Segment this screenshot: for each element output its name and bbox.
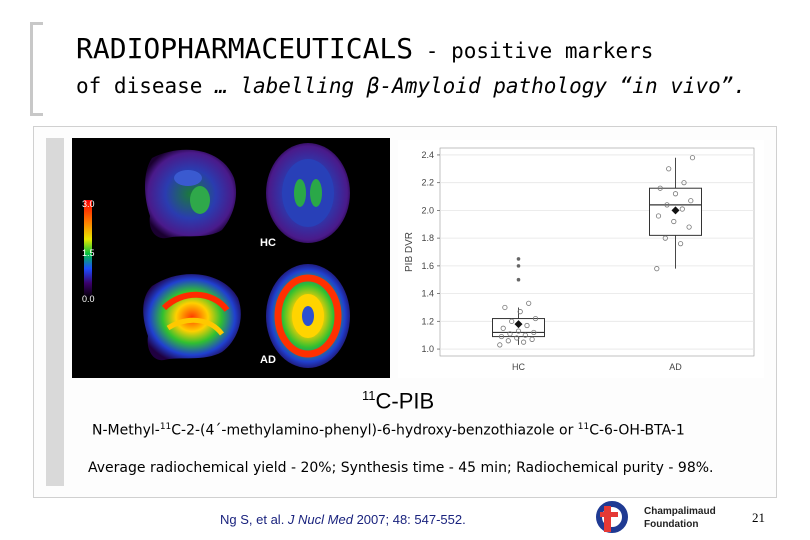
data-point xyxy=(654,266,660,272)
row-label-hc: HC xyxy=(260,237,276,249)
data-point xyxy=(671,218,677,225)
data-point xyxy=(505,338,511,344)
y-tick-label: 2.0 xyxy=(421,205,434,215)
row-label-ad: AD xyxy=(260,354,276,366)
data-point xyxy=(498,333,505,340)
ref-journal: J Nucl Med xyxy=(287,512,353,527)
data-point xyxy=(532,315,539,322)
data-point xyxy=(502,304,508,311)
data-point xyxy=(677,241,684,247)
data-point xyxy=(524,322,530,329)
y-tick-label: 1.6 xyxy=(421,261,434,271)
ad-sagittal-scan xyxy=(143,274,241,361)
y-tick-label: 1.2 xyxy=(421,316,434,326)
pib-dvr-chart: 1.0 1.2 1.4 1.6 1.8 2.0 2.2 2.4 PIB DVR HC AD xyxy=(398,140,764,378)
data-point xyxy=(688,198,694,204)
hc-axial-scan xyxy=(266,143,350,243)
data-point xyxy=(522,332,528,338)
data-point xyxy=(657,185,663,191)
plot-area xyxy=(439,147,755,357)
data-point xyxy=(666,166,672,172)
scale-tick-mid: 1.5 xyxy=(82,248,95,258)
box-group-ad xyxy=(649,155,702,272)
tracer-label: 11C-PIB xyxy=(362,388,434,414)
title-bracket xyxy=(30,22,43,116)
data-point xyxy=(662,235,668,241)
champalimaud-logo: Champalimaud Foundation xyxy=(590,498,730,536)
y-axis-label: PIB DVR xyxy=(404,232,415,272)
data-point xyxy=(672,191,679,197)
mean-marker xyxy=(514,320,523,329)
data-point xyxy=(655,213,662,219)
box-group-hc xyxy=(492,257,545,348)
chem-sup-1: 11 xyxy=(159,422,172,432)
ref-volume: 2007; 48: 547-552. xyxy=(352,512,466,527)
title-line-2-a: of disease xyxy=(76,74,216,98)
y-tick-label: 1.8 xyxy=(421,233,434,243)
logo-bar-icon xyxy=(604,506,611,532)
title-subtitle: - positive markers xyxy=(413,39,654,63)
data-point xyxy=(689,155,696,161)
data-point xyxy=(517,309,523,315)
data-point xyxy=(521,339,527,345)
y-tick-label: 2.2 xyxy=(421,178,434,188)
pet-scans-svg: 3.0 1.5 0.0 HC AD xyxy=(82,143,350,368)
chem-part-a: N-Methyl- xyxy=(92,422,160,439)
data-point xyxy=(509,318,515,324)
title-main: RADIOPHARMACEUTICALS xyxy=(76,32,414,65)
data-point xyxy=(514,335,520,341)
x-tick-label: HC xyxy=(512,362,525,372)
outlier-point xyxy=(516,277,521,282)
page-number: 21 xyxy=(752,510,765,525)
data-point xyxy=(681,180,687,186)
scale-tick-high: 3.0 xyxy=(82,199,95,209)
data-point xyxy=(529,336,535,342)
color-scale-bar xyxy=(84,200,92,298)
tracer-name: C-PIB xyxy=(375,388,435,414)
y-tick-label: 2.4 xyxy=(421,150,434,160)
data-point xyxy=(526,300,532,306)
logo-line-1: Champalimaud xyxy=(644,506,716,517)
y-tick-label: 1.0 xyxy=(421,344,434,354)
slide-title: RADIOPHARMACEUTICALS - positive markers xyxy=(76,32,653,65)
logo-svg: Champalimaud Foundation xyxy=(596,501,716,533)
title-line-2: of disease … labelling β-Amyloid patholo… xyxy=(76,74,746,98)
title-line-2-b: … labelling β-Amyloid pathology “in vivo… xyxy=(215,74,747,98)
data-point xyxy=(664,202,670,208)
data-point xyxy=(507,331,513,337)
hc-sagittal-scan xyxy=(145,149,237,239)
data-point xyxy=(679,206,685,212)
logo-line-2: Foundation xyxy=(644,519,698,530)
box-plot-svg: 1.0 1.2 1.4 1.6 1.8 2.0 2.2 2.4 PIB DVR HC AD xyxy=(404,147,755,372)
chem-sup-2: 11 xyxy=(577,422,590,432)
data-point xyxy=(497,342,503,348)
chemical-name: N-Methyl-11C-2-(4´-methylamino-phenyl)-6… xyxy=(92,422,685,439)
ref-authors: Ng S, et al. xyxy=(220,512,288,527)
data-point xyxy=(500,325,506,331)
x-tick-label: AD xyxy=(669,362,682,372)
synthesis-stats: Average radiochemical yield - 20%; Synth… xyxy=(88,460,714,476)
chem-part-c: C-6-OH-BTA-1 xyxy=(589,422,685,439)
pet-image-panel: 3.0 1.5 0.0 HC AD xyxy=(72,138,390,378)
outlier-point xyxy=(516,257,521,261)
mean-marker xyxy=(671,206,680,215)
tracer-isotope-mass: 11 xyxy=(362,388,376,403)
data-point xyxy=(531,329,537,336)
chem-part-b: C-2-(4´-methylamino-phenyl)-6-hydroxy-be… xyxy=(171,422,578,439)
logo-ring-icon xyxy=(596,501,628,533)
reference-citation: Ng S, et al. J Nucl Med 2007; 48: 547-55… xyxy=(220,512,466,527)
frame-side-bar xyxy=(46,138,64,486)
outlier-point xyxy=(516,264,521,268)
data-point xyxy=(515,328,522,334)
data-point xyxy=(686,224,692,230)
y-tick-label: 1.4 xyxy=(421,289,434,299)
ad-axial-scan xyxy=(266,264,350,368)
scale-tick-low: 0.0 xyxy=(82,294,95,304)
